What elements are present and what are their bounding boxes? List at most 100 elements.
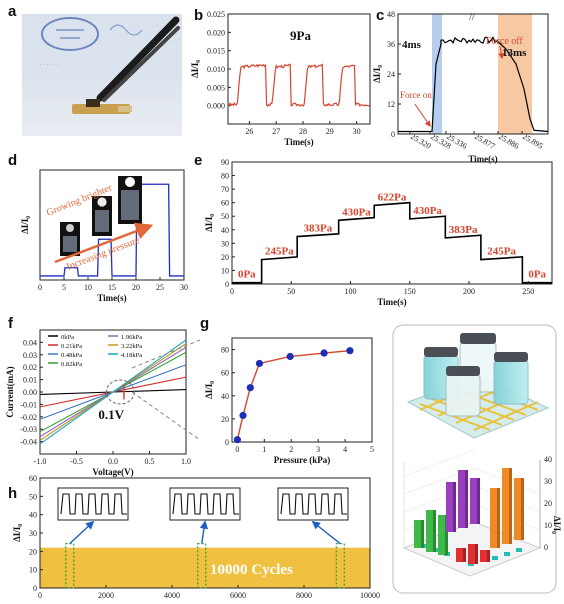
chart-h-annotation: 10000 Cycles — [210, 562, 293, 578]
chart-f-xtick-label-4: 1.0 — [181, 457, 191, 466]
chart-d-vial-body-1 — [95, 210, 109, 232]
chart-g-xtick-label-1: 1 — [262, 445, 266, 454]
chart-b-xtick-label-1: 27 — [272, 127, 280, 136]
chart-f-xtick-label-3: 0.5 — [145, 457, 155, 466]
chart-g-ylabel: ΔI/I₀ — [204, 381, 214, 399]
chart-d-xtick-label-1: 5 — [62, 283, 66, 292]
chart-h-ytick-label-2: 20 — [29, 547, 37, 556]
chart-g-point-5 — [320, 349, 328, 357]
chart-g-xlabel: Pressure (kPa) — [274, 455, 330, 465]
chart-e-xtick-label-4: 200 — [463, 287, 475, 296]
chart-c-ylabel: ΔI/I₀ — [372, 65, 382, 83]
orange-bars — [490, 468, 524, 548]
chart-f-ytick-label-2: -0.02 — [20, 413, 37, 422]
panel-a-photo: · · · · · · · — [22, 14, 182, 136]
chart-h-inset-1 — [169, 487, 241, 521]
chart-f-ytick-label-7: 0.03 — [23, 351, 37, 360]
chart-g-xtick-label-5: 5 — [370, 445, 374, 454]
chart-b-annotation: 9Pa — [290, 28, 311, 43]
chart-h-inset-2 — [277, 487, 349, 521]
chart-g-ytick-label-3: 60 — [221, 369, 229, 378]
chart-c-fall-label: 13ms — [502, 47, 527, 59]
z-axis-label: ΔI/I₀ — [552, 516, 562, 534]
chart-h-inset-arrow-2 — [311, 520, 341, 545]
chart-c-xtick-label-5: 25.895 — [521, 132, 545, 151]
bar3d-chart: 0 10 20 30 40 ΔI/I₀ — [402, 449, 562, 577]
chart-d-xtick-label-6: 30 — [180, 283, 188, 292]
chart-b-ytick-label-4: 0.020 — [207, 28, 225, 37]
chart-f-zoom-circle — [105, 379, 135, 405]
chart-h-xtick-label-2: 4000 — [164, 591, 180, 600]
chart-e-ytick-label-0: 0 — [225, 280, 229, 289]
chart-e-xlabel: Time(s) — [377, 297, 406, 307]
chart-d-ylabel: ΔI/I₀ — [20, 216, 30, 234]
chart-d-vial-body-2 — [121, 190, 139, 220]
chart-f-xtick-label-2: 0.0 — [108, 457, 118, 466]
chart-b-series-line — [227, 63, 370, 107]
chart-c-axis-break: // — [469, 12, 475, 23]
chart-f-ytick-label-8: 0.04 — [23, 338, 37, 347]
chart-e-xtick-label-2: 100 — [345, 287, 357, 296]
chart-b-ylabel: ΔI/I₀ — [190, 60, 200, 78]
chart-d-xtick-label-0: 0 — [38, 283, 42, 292]
vials — [423, 333, 529, 417]
chart-d-vial-body-0 — [63, 236, 77, 252]
z-tick-0: 0 — [544, 543, 548, 552]
red-bars — [456, 544, 490, 564]
panel-label-f: f — [8, 315, 14, 332]
chart-h-band — [40, 547, 370, 588]
chart-f-legend-label-0: 0kPa — [61, 334, 74, 341]
chart-e-level-label-7: 245Pa — [487, 246, 516, 258]
chart-c-ytick-label-3: 36 — [387, 40, 395, 49]
chart-f-legend-label-2: 0.48kPa — [61, 352, 82, 359]
chart-e-ytick-label-4: 40 — [221, 226, 229, 235]
panel-label-b: b — [194, 7, 203, 24]
chart-b-ytick-label-0: 0.000 — [207, 102, 225, 111]
chart-f-xtick-label-0: -1.0 — [34, 457, 47, 466]
chart-g-ytick-label-1: 20 — [221, 415, 229, 424]
chart-f: -1.0 -0.5 0.0 0.5 1.0 -0.04 -0.03 -0.02 -0.01 0.0… — [5, 329, 191, 477]
chart-f-legend-label-6: 4.18kPa — [121, 352, 142, 359]
chart-f-xtick-label-1: -0.5 — [70, 457, 83, 466]
chart-f-legend-label-5: 3.22kPa — [121, 343, 142, 350]
chart-e-series-line — [232, 201, 552, 284]
chart-f-ytick-label-5: 0.01 — [23, 376, 37, 385]
chart-g-point-0 — [233, 436, 241, 444]
chart-e: 0 50 100 150 200 250 0 10 20 30 40 50 60 70 80 90 0Pa 245… — [204, 158, 553, 307]
chart-g-point-3 — [255, 359, 264, 368]
chart-f-legend-label-3: 0.82kPa — [61, 361, 82, 368]
chart-g-frame — [231, 337, 373, 443]
chart-e-level-label-4: 622Pa — [378, 191, 407, 203]
z-tick-3: 30 — [544, 477, 552, 486]
chart-f-ytick-label-3: -0.01 — [20, 400, 37, 409]
panel-label-e: e — [194, 152, 202, 169]
chart-c-ytick-label-0: 0 — [391, 130, 395, 139]
chart-g-ytick-label-4: 80 — [221, 346, 229, 355]
chart-c-fall-band — [498, 14, 532, 134]
chart-e-ytick-label-3: 30 — [221, 239, 229, 248]
chart-f-ytick-label-4: 0.00 — [23, 388, 37, 397]
chart-g-xtick-label-2: 2 — [289, 445, 293, 454]
chart-d-xtick-label-2: 10 — [84, 283, 92, 292]
chart-h-xtick-label-3: 6000 — [230, 591, 246, 600]
chart-g-point-1 — [239, 411, 247, 420]
chart-h-ytick-label-1: 10 — [29, 566, 37, 575]
chart-e-ytick-label-6: 60 — [221, 199, 229, 208]
chart-g-ytick-label-0: 0 — [225, 438, 229, 447]
chart-b-xtick-label-4: 30 — [353, 127, 361, 136]
photo-seal — [41, 17, 99, 51]
chart-g-xtick-label-4: 4 — [343, 445, 347, 454]
chart-b-ytick-label-5: 0.025 — [207, 10, 225, 19]
chart-f-series-6 — [39, 339, 187, 445]
chart-b-xlabel: Time(s) — [284, 137, 313, 147]
panel-i-illustration: 0 10 20 30 40 ΔI/I₀ — [392, 324, 562, 594]
tweezers — [96, 16, 180, 102]
chart-d-xtick-label-5: 25 — [156, 283, 164, 292]
chart-b: 26 27 28 29 30 0.000 0.005 0.010 0.015 0.020 0.025… — [190, 10, 371, 147]
chart-h-inset-arrow-0 — [69, 520, 95, 545]
chart-c-xtick-label-4: 25.886 — [497, 132, 521, 151]
chart-e-ytick-label-2: 20 — [221, 253, 229, 262]
chart-e-ytick-label-5: 50 — [221, 212, 229, 221]
